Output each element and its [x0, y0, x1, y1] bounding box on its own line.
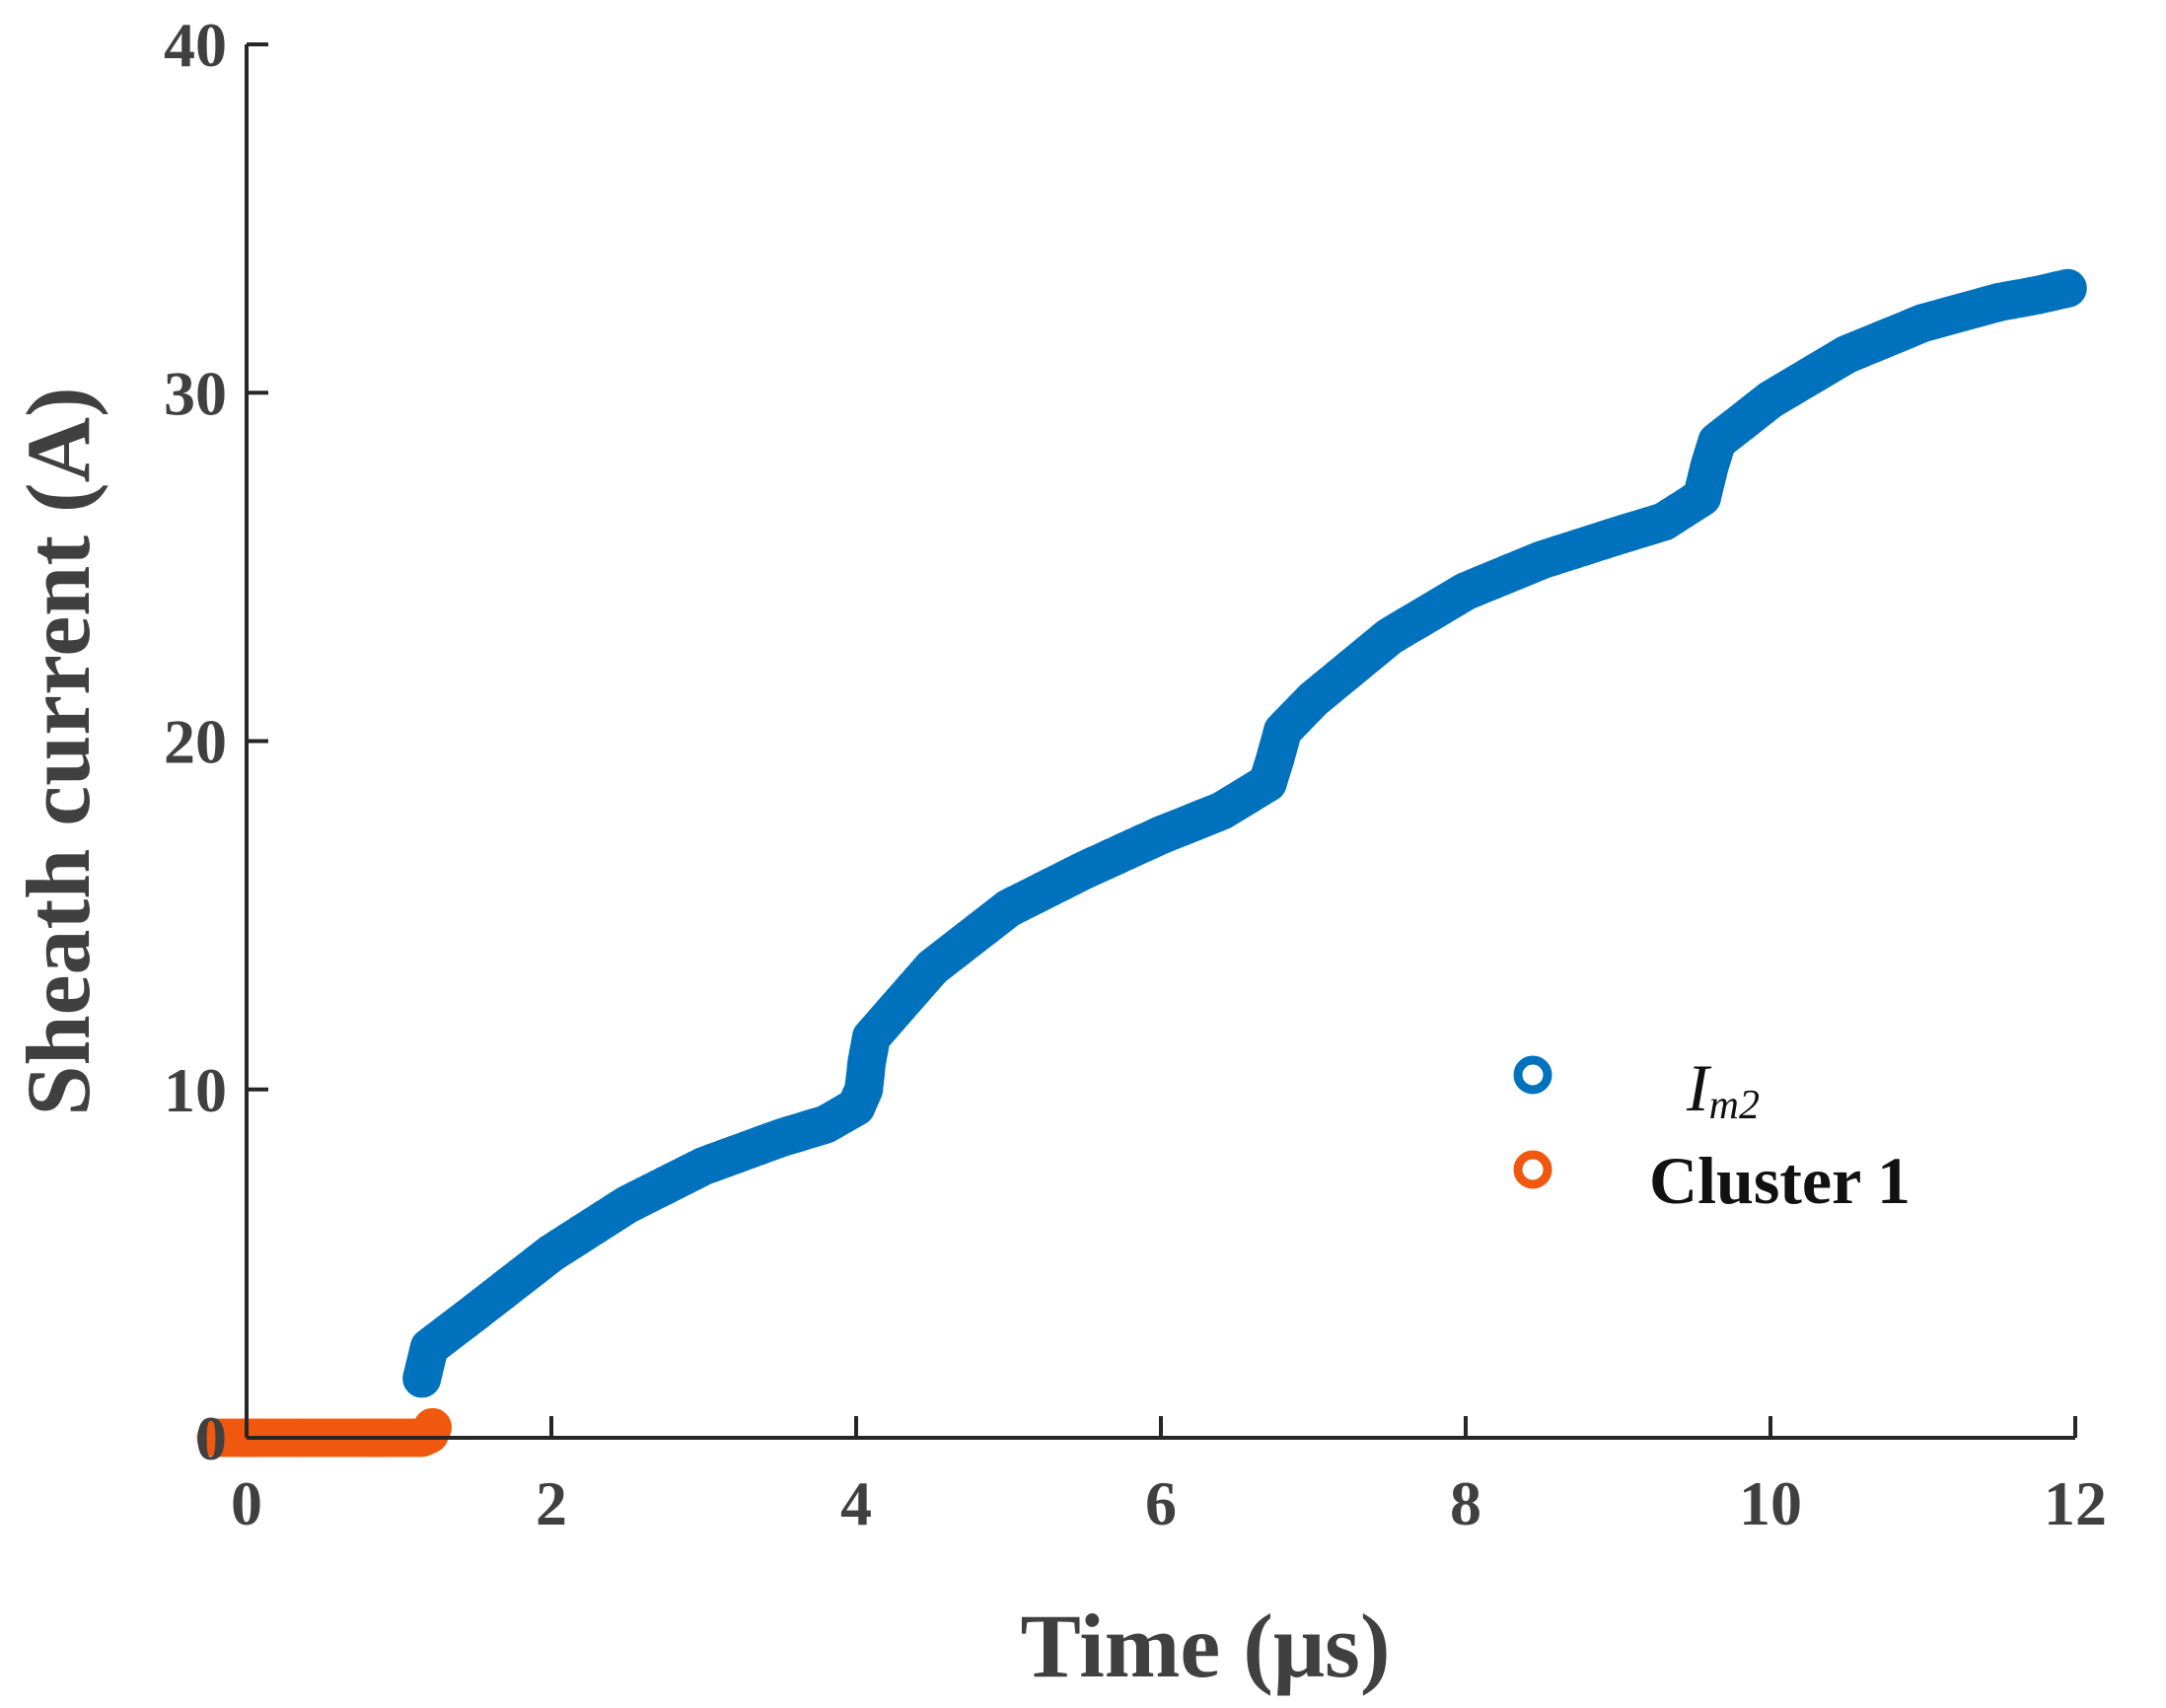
x-tick-label: 8 — [1450, 1468, 1481, 1538]
y-tick-label: 20 — [164, 707, 227, 777]
series-cluster1 — [196, 1407, 452, 1458]
y-tick-label: 40 — [164, 10, 227, 80]
y-tick-label: 30 — [164, 358, 227, 428]
legend-marker-cluster1 — [1513, 1150, 1552, 1189]
x-axis-title: Time (μs) — [1021, 1596, 1391, 1696]
legend-label-im2-subscript: m2 — [1709, 1083, 1760, 1128]
tick-labels: 0 2 4 6 8 10 12 0 10 20 30 40 — [164, 10, 2107, 1538]
series-im2 — [402, 268, 2087, 1398]
axes — [245, 42, 2077, 1440]
x-tick-label: 2 — [536, 1468, 567, 1538]
y-tick-label: 10 — [164, 1055, 227, 1125]
legend-label-im2: Im2 — [1686, 1050, 1760, 1128]
y-axis-title: Sheath current (A) — [8, 387, 108, 1115]
legend: Im2 Cluster 1 — [1513, 1050, 1911, 1218]
x-tick-label: 6 — [1145, 1468, 1177, 1538]
legend-marker-im2 — [1513, 1055, 1552, 1095]
x-tick-label: 4 — [840, 1468, 872, 1538]
x-tick-label: 10 — [1739, 1468, 1802, 1538]
y-tick-label: 0 — [195, 1403, 227, 1473]
legend-label-cluster1: Cluster 1 — [1649, 1143, 1911, 1218]
data-point — [412, 1407, 452, 1447]
data-point — [2048, 268, 2087, 308]
x-tick-label: 12 — [2044, 1468, 2107, 1538]
x-tick-label: 0 — [231, 1468, 262, 1538]
series-layer — [196, 268, 2087, 1458]
